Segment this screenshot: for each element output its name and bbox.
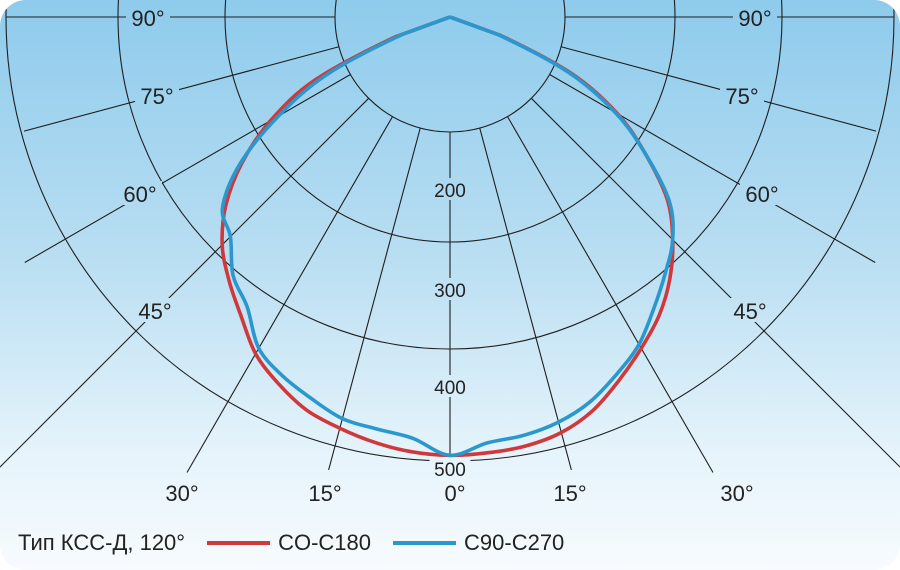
grid-radial-line [23, 46, 340, 132]
angle-label-right-90: 90° [738, 6, 771, 31]
legend-label-co-c180: CO-C180 [278, 530, 372, 555]
angle-label-bottom-left-30: 30° [165, 481, 198, 506]
angle-label-right-45: 45° [733, 299, 766, 324]
radial-label-400: 400 [434, 378, 466, 399]
legend: Тип КСС-Д, 120° CO-C180 C90-C270 [18, 528, 564, 558]
radial-label-200: 200 [434, 181, 466, 202]
angle-label-left-75: 75° [140, 84, 173, 109]
grid-radial-line [0, 97, 370, 468]
grid-radial-line [328, 127, 421, 471]
angle-label-bottom-0: 0° [444, 481, 465, 506]
series-line-c90-c270 [220, 15, 675, 458]
grid-radial-line [186, 116, 393, 473]
angle-label-left-45: 45° [138, 299, 171, 324]
grid-arc [334, 0, 566, 133]
grid-radial-line [24, 74, 351, 263]
grid-radial-line [479, 127, 572, 471]
angle-label-bottom-right-15: 15° [553, 481, 586, 506]
legend-swatch-c90-c270 [393, 541, 457, 545]
grid-radial-line [560, 46, 877, 132]
angle-label-right-60: 60° [745, 182, 778, 207]
angle-label-bottom-left-15: 15° [308, 481, 341, 506]
radial-label-300: 300 [434, 281, 466, 302]
angle-label-left-90: 90° [131, 6, 164, 31]
angle-label-bottom-right-30: 30° [720, 481, 753, 506]
grid-radial-line [549, 74, 876, 263]
grid-radial-line [507, 116, 714, 473]
legend-title: Тип КСС-Д, 120° [18, 530, 186, 555]
polar-grid [0, 0, 900, 473]
legend-label-c90-c270: C90-C270 [464, 530, 565, 555]
angle-label-right-75: 75° [725, 84, 758, 109]
grid-radial-line [530, 97, 900, 468]
radial-label-500: 500 [434, 460, 466, 481]
angle-label-left-60: 60° [123, 182, 156, 207]
legend-swatch-co-c180 [207, 541, 271, 545]
